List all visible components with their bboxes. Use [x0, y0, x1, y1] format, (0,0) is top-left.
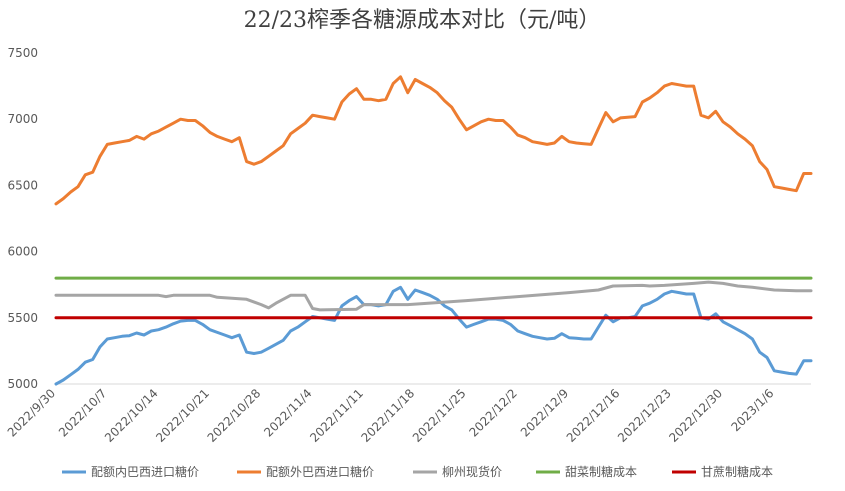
x-tick-label: 2022/9/30	[5, 386, 58, 439]
legend: 配额内巴西进口糖价 配额外巴西进口糖价 柳州现货价 甜菜制糖成本 甘蔗制糖成本	[62, 464, 773, 479]
x-tick-label: 2022/10/28	[205, 386, 264, 445]
y-tick-label: 7500	[7, 46, 38, 60]
legend-label-4: 甜菜制糖成本	[565, 464, 637, 479]
y-tick-label: 5500	[7, 311, 38, 325]
x-tick-label: 2022/10/14	[102, 386, 161, 445]
x-tick-label: 2022/10/21	[153, 386, 212, 445]
x-tick-label: 2022/11/4	[261, 386, 314, 439]
x-tick-label: 2023/1/6	[728, 386, 776, 434]
chart-title: 22/23榨季各糖源成本对比（元/吨）	[244, 8, 601, 33]
x-tick-label: 2022/11/11	[307, 386, 366, 445]
x-tick-label: 2022/11/25	[410, 386, 469, 445]
series-line-2	[54, 75, 813, 206]
x-tick-label: 2022/12/16	[564, 386, 623, 445]
y-axis: 5000 5500 6000 6500 7000 7500	[7, 46, 38, 391]
series-line-3	[54, 280, 813, 312]
x-axis: 2022/9/302022/10/72022/10/142022/10/2120…	[5, 383, 811, 445]
x-tick-label: 2022/11/18	[358, 386, 417, 445]
series-layer	[54, 75, 813, 386]
x-tick-label: 2022/12/2	[467, 386, 520, 439]
series-line-1	[54, 285, 813, 386]
y-tick-label: 6500	[7, 178, 38, 192]
x-tick-label: 2022/12/23	[615, 386, 674, 445]
legend-label-2: 配额外巴西进口糖价	[266, 464, 374, 479]
y-tick-label: 7000	[7, 112, 38, 126]
x-tick-label: 2022/12/30	[666, 386, 725, 445]
x-tick-label: 2022/10/7	[56, 386, 109, 439]
y-tick-label: 6000	[7, 245, 38, 259]
legend-label-1: 配额内巴西进口糖价	[91, 464, 199, 479]
legend-label-3: 柳州现货价	[442, 464, 502, 479]
y-tick-label: 5000	[7, 377, 38, 391]
legend-label-5: 甘蔗制糖成本	[701, 464, 773, 479]
x-tick-label: 2022/12/9	[518, 386, 571, 439]
